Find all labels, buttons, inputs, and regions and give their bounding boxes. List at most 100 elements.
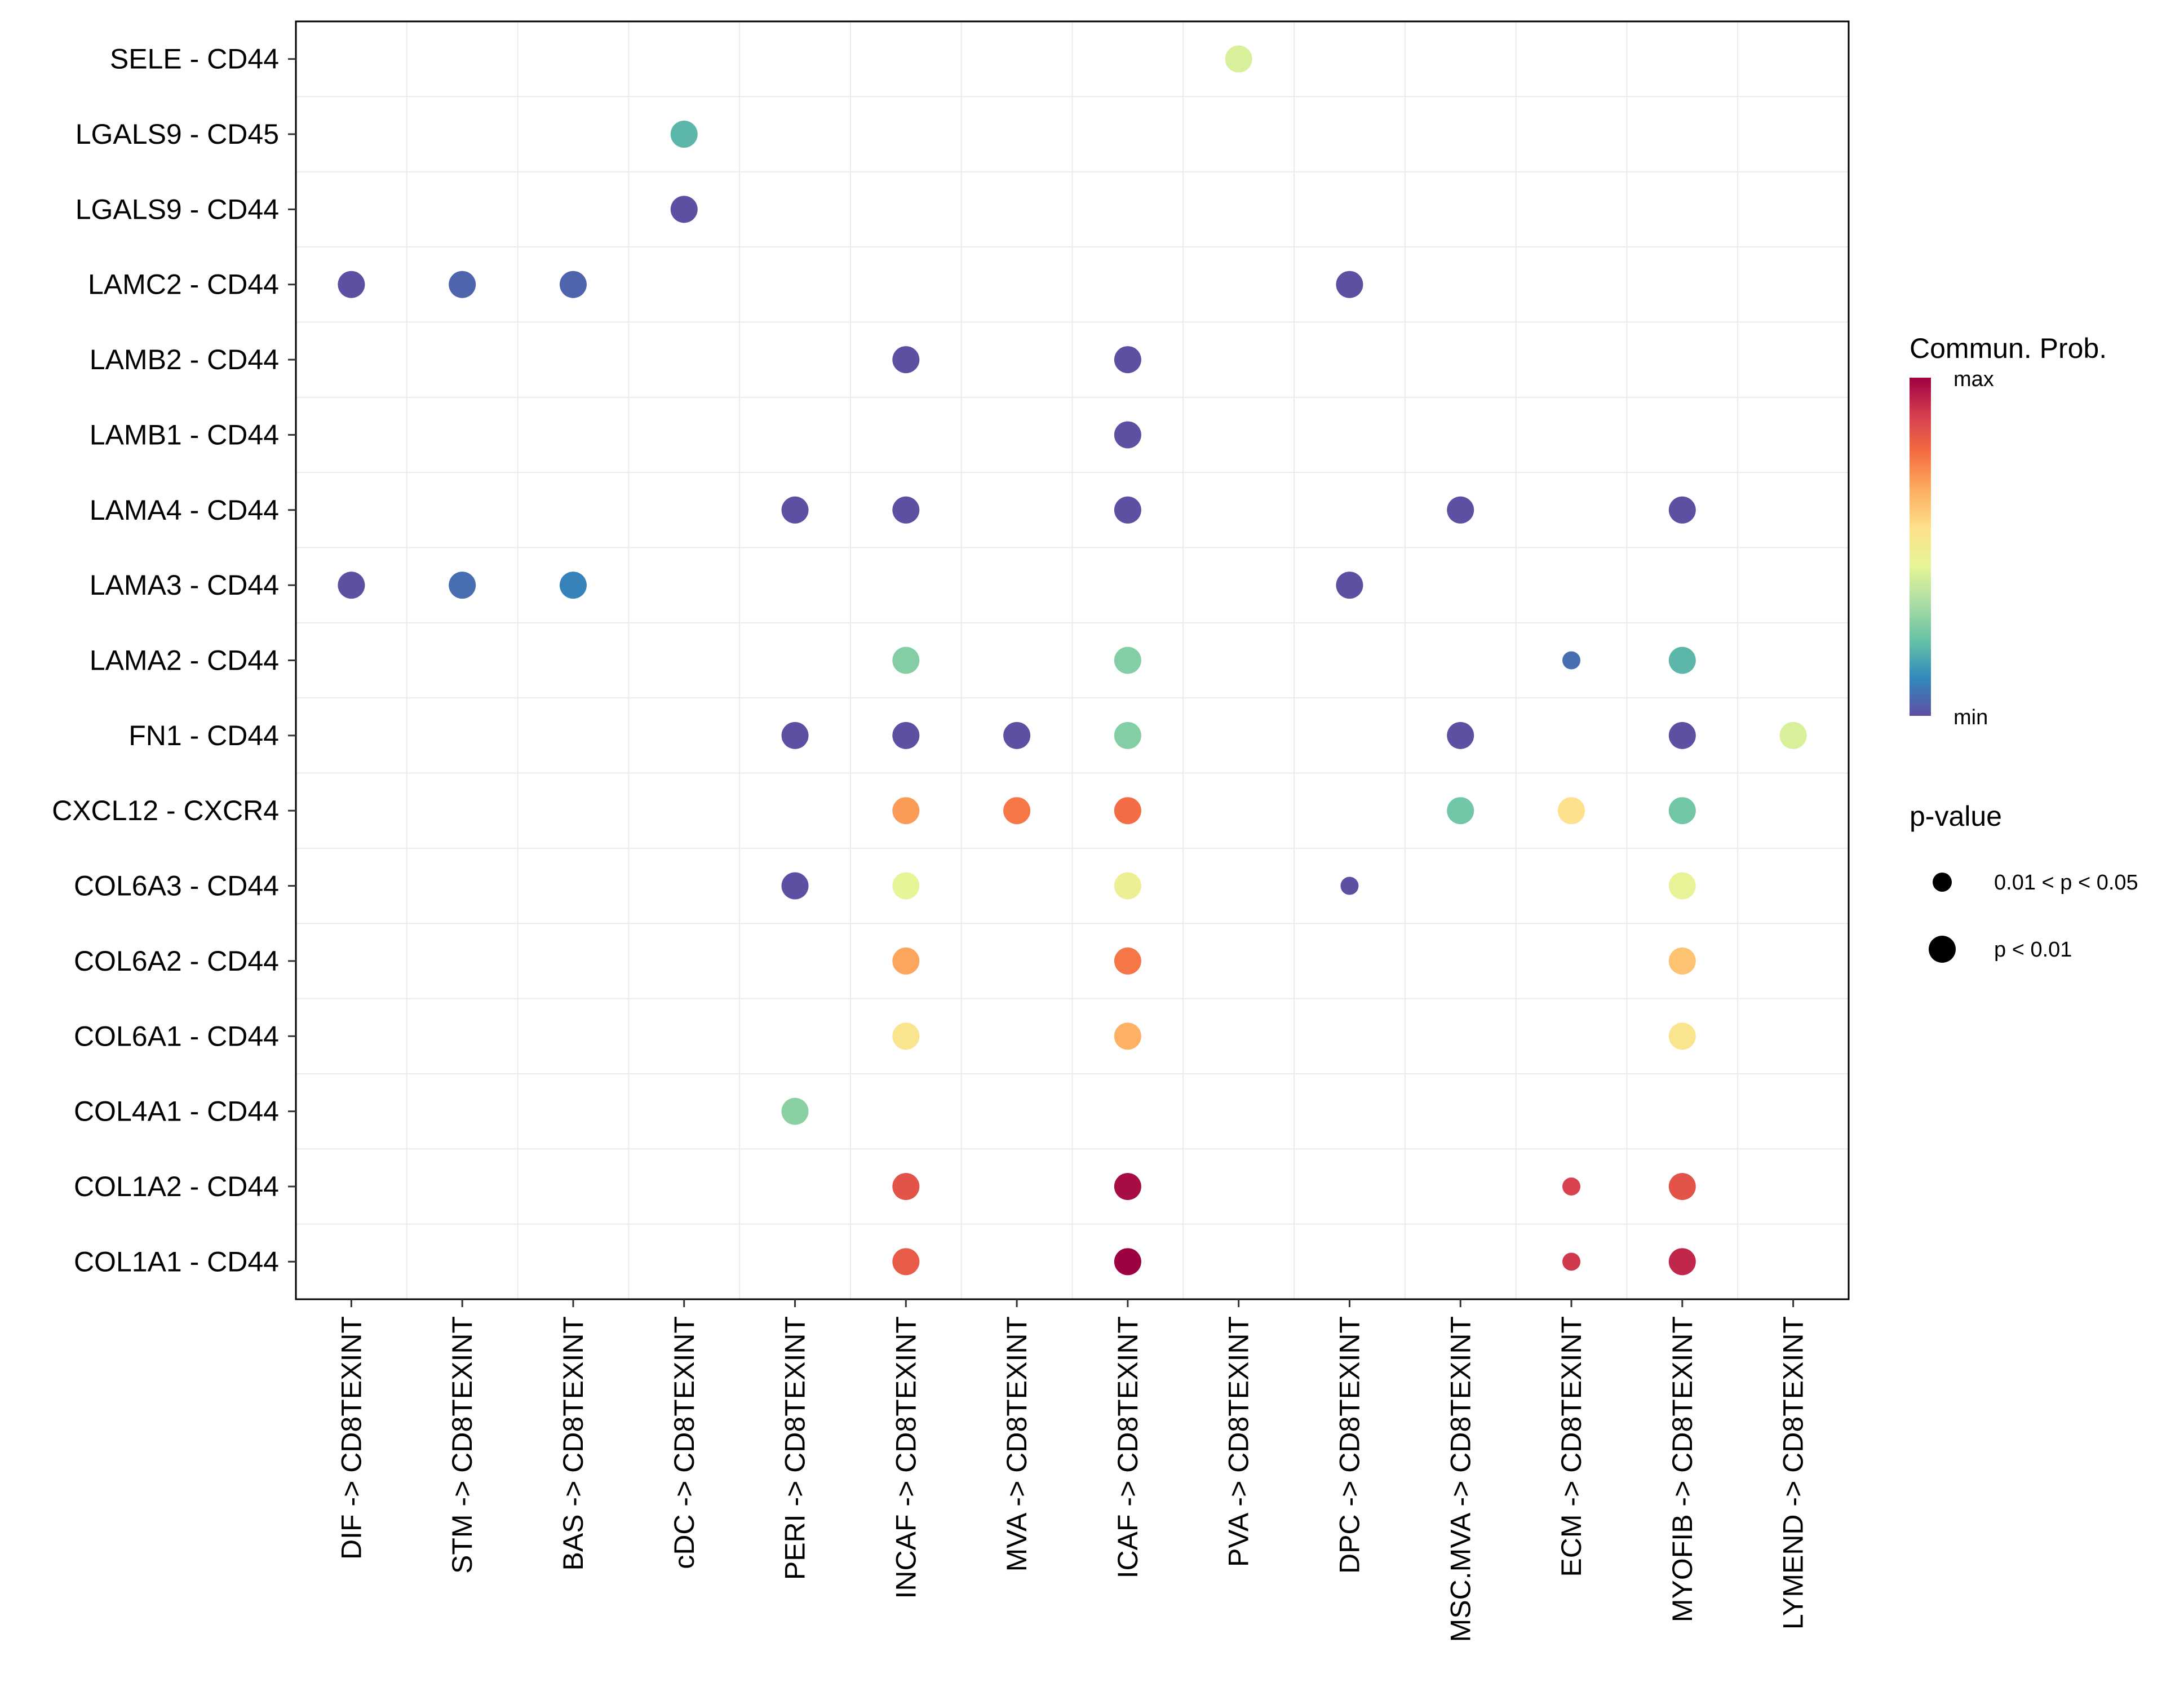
data-point xyxy=(1114,1022,1141,1050)
data-point xyxy=(1114,797,1141,825)
data-point xyxy=(892,496,920,524)
data-point xyxy=(781,1097,809,1125)
data-point xyxy=(559,271,587,298)
y-tick-label: LAMA3 - CD44 xyxy=(90,569,279,601)
size-legend-small-dot xyxy=(1933,873,1952,892)
x-tick-label: BAS -> CD8TEXINT xyxy=(557,1316,589,1571)
y-tick-label: COL1A1 - CD44 xyxy=(74,1246,279,1277)
data-point xyxy=(1668,1022,1696,1050)
data-points xyxy=(338,45,1807,1276)
data-point xyxy=(892,1022,920,1050)
data-point xyxy=(1668,721,1696,749)
data-point xyxy=(1114,346,1141,374)
data-point xyxy=(892,797,920,825)
data-point xyxy=(1447,797,1474,825)
data-point xyxy=(449,572,476,599)
data-point xyxy=(338,572,365,599)
size-legend-large-dot xyxy=(1929,936,1956,963)
y-tick-label: COL1A2 - CD44 xyxy=(74,1171,279,1202)
y-tick-label: LAMB2 - CD44 xyxy=(90,344,279,375)
data-point xyxy=(892,1172,920,1200)
y-tick-label: FN1 - CD44 xyxy=(129,720,279,751)
y-tick-label: CXCL12 - CXCR4 xyxy=(52,795,279,826)
x-tick-label: PVA -> CD8TEXINT xyxy=(1223,1316,1255,1567)
y-tick-label: LAMA2 - CD44 xyxy=(90,645,279,676)
data-point xyxy=(1114,872,1141,900)
data-point xyxy=(1562,1177,1581,1196)
data-point xyxy=(1668,947,1696,975)
y-tick-label: COL4A1 - CD44 xyxy=(74,1096,279,1127)
data-point xyxy=(892,346,920,374)
data-point xyxy=(449,271,476,298)
data-point xyxy=(1668,872,1696,900)
data-point xyxy=(1668,647,1696,674)
data-point xyxy=(892,1248,920,1276)
x-tick-label: MYOFIB -> CD8TEXINT xyxy=(1667,1316,1698,1622)
data-point xyxy=(1447,721,1474,749)
x-tick-label: DIF -> CD8TEXINT xyxy=(335,1316,367,1560)
x-tick-label: MSC.MVA -> CD8TEXINT xyxy=(1445,1316,1476,1642)
colorbar xyxy=(1910,378,1931,716)
data-point xyxy=(1562,651,1581,670)
data-point xyxy=(781,872,809,900)
data-point xyxy=(1003,721,1031,749)
data-point xyxy=(892,872,920,900)
data-point xyxy=(1558,797,1585,825)
data-point xyxy=(892,647,920,674)
colorbar-max-label: max xyxy=(1953,368,1994,391)
x-tick-label: INCAF -> CD8TEXINT xyxy=(890,1316,922,1599)
x-tick-label: STM -> CD8TEXINT xyxy=(446,1316,478,1574)
data-point xyxy=(892,947,920,975)
x-tick-label: ICAF -> CD8TEXINT xyxy=(1112,1316,1144,1578)
size-legend-large-label: p < 0.01 xyxy=(1994,938,2072,962)
data-point xyxy=(892,721,920,749)
size-legend-title: p-value xyxy=(1910,800,2002,832)
y-tick-label: LGALS9 - CD45 xyxy=(76,118,279,150)
data-point xyxy=(559,572,587,599)
axes: SELE - CD44 LGALS9 - CD45 LGALS9 - CD44 LAM… xyxy=(52,43,1809,1643)
x-tick-label: PERI -> CD8TEXINT xyxy=(779,1316,811,1580)
x-tick-label: cDC -> CD8TEXINT xyxy=(668,1316,700,1569)
x-tick-label: LYMEND -> CD8TEXINT xyxy=(1778,1316,1809,1630)
data-point xyxy=(1114,1248,1141,1276)
data-point xyxy=(1114,496,1141,524)
data-point xyxy=(1114,421,1141,449)
y-tick-label: COL6A3 - CD44 xyxy=(74,870,279,902)
color-legend-title: Commun. Prob. xyxy=(1910,333,2107,364)
data-point xyxy=(1336,271,1363,298)
colorbar-min-label: min xyxy=(1953,706,1988,729)
data-point xyxy=(781,496,809,524)
x-tick-label: DPC -> CD8TEXINT xyxy=(1334,1316,1365,1574)
data-point xyxy=(1562,1252,1581,1271)
data-point xyxy=(670,121,698,148)
y-tick-label: SELE - CD44 xyxy=(110,43,279,75)
data-point xyxy=(1114,1172,1141,1200)
data-point xyxy=(1114,721,1141,749)
y-tick-label: LAMA4 - CD44 xyxy=(90,494,279,526)
y-tick-label: LAMB1 - CD44 xyxy=(90,419,279,450)
data-point xyxy=(1225,45,1252,73)
y-tick-label: COL6A1 - CD44 xyxy=(74,1020,279,1052)
data-point xyxy=(1114,947,1141,975)
data-point xyxy=(1003,797,1031,825)
data-point xyxy=(781,721,809,749)
data-point xyxy=(1447,496,1474,524)
size-legend-small-label: 0.01 < p < 0.05 xyxy=(1994,871,2138,895)
data-point xyxy=(1779,721,1807,749)
data-point xyxy=(1668,496,1696,524)
data-point xyxy=(1668,797,1696,825)
data-point xyxy=(1668,1172,1696,1200)
legend: Commun. Prob. max min p-value 0.01 < p <… xyxy=(1910,333,2138,963)
data-point xyxy=(1340,877,1359,895)
y-tick-label: LGALS9 - CD44 xyxy=(76,193,279,225)
data-point xyxy=(1336,572,1363,599)
data-point xyxy=(338,271,365,298)
data-point xyxy=(670,196,698,223)
x-tick-label: MVA -> CD8TEXINT xyxy=(1001,1316,1033,1572)
y-tick-label: COL6A2 - CD44 xyxy=(74,945,279,977)
x-tick-label: ECM -> CD8TEXINT xyxy=(1556,1316,1587,1577)
data-point xyxy=(1668,1248,1696,1276)
y-tick-label: LAMC2 - CD44 xyxy=(88,269,279,300)
